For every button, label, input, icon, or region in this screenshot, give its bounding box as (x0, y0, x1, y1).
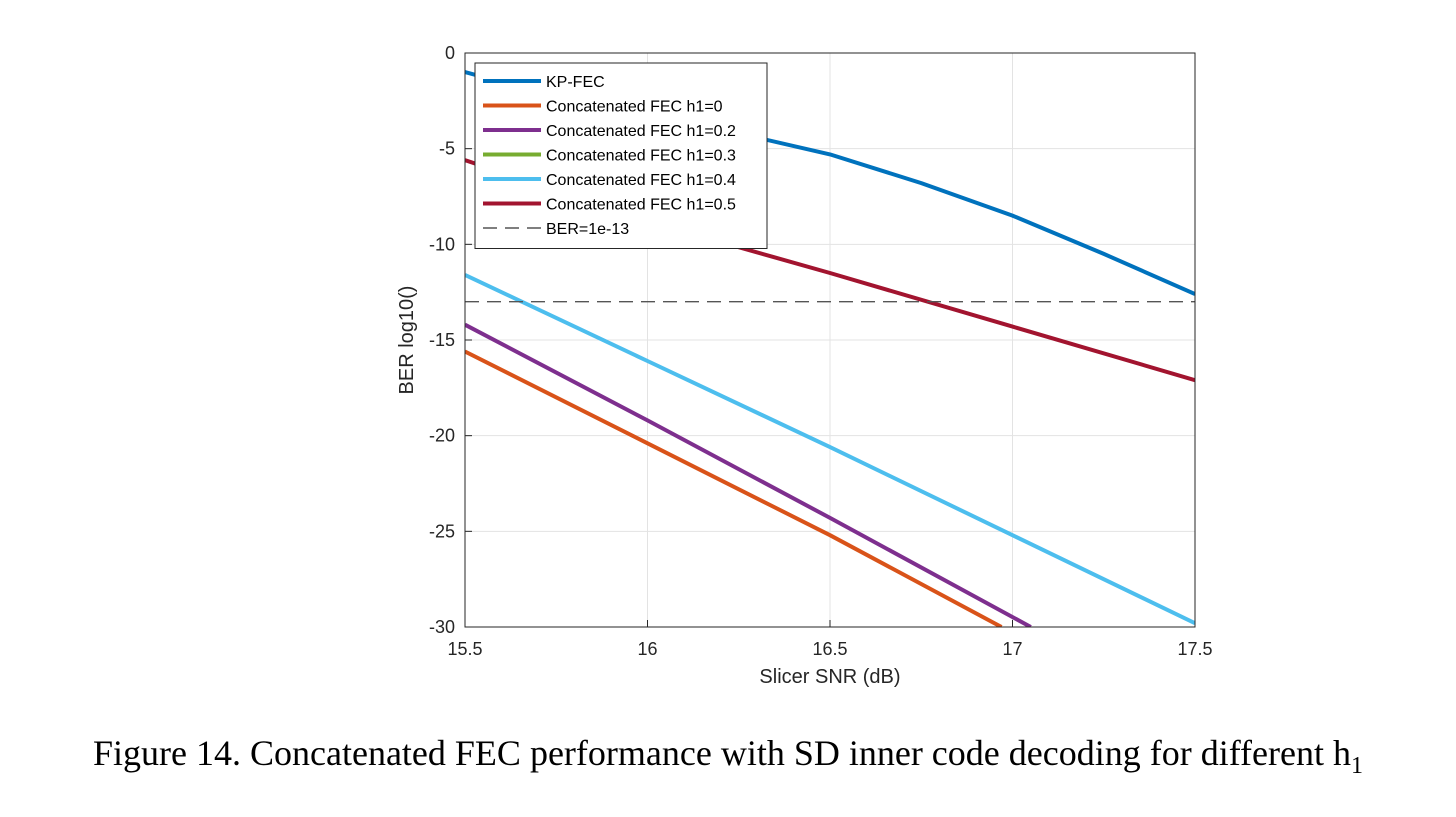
series-line-2 (465, 322, 1032, 627)
caption-text: Figure 14. Concatenated FEC performance … (93, 733, 1351, 773)
y-tick-label: -25 (429, 521, 455, 541)
figure-caption: Figure 14. Concatenated FEC performance … (0, 732, 1456, 780)
y-tick-label: -20 (429, 426, 455, 446)
x-tick-label: 16 (637, 639, 657, 659)
legend-label: Concatenated FEC h1=0 (546, 99, 723, 116)
x-axis-label: Slicer SNR (dB) (759, 666, 900, 688)
y-tick-label: -15 (429, 330, 455, 350)
legend: KP-FEC Concatenated FEC h1=0 Concatenated … (474, 62, 768, 249)
ber-chart: 15.5 16 16.5 17 17.5 0 -5 -10 -15 -20 -25 -30 Slice… (396, 43, 1213, 688)
series-line-1 (465, 349, 1003, 627)
y-tick-label: -10 (429, 234, 455, 254)
legend-label: Concatenated FEC h1=0.3 (546, 148, 736, 165)
legend-label: BER=1e-13 (546, 221, 629, 238)
x-tick-label: 17 (1002, 639, 1022, 659)
y-tick-label: -30 (429, 617, 455, 637)
legend-label: KP-FEC (546, 74, 605, 91)
y-tick-label: 0 (445, 43, 455, 63)
y-axis-label: BER log10() (396, 286, 418, 395)
series-line-4 (465, 273, 1195, 626)
axis-ticks: 15.5 16 16.5 17 17.5 0 -5 -10 -15 -20 -25 -30 (429, 43, 1213, 659)
x-tick-label: 16.5 (812, 639, 847, 659)
legend-label: Concatenated FEC h1=0.5 (546, 197, 736, 214)
x-tick-label: 15.5 (447, 639, 482, 659)
x-tick-label: 17.5 (1177, 639, 1212, 659)
caption-subscript: 1 (1350, 753, 1363, 780)
legend-label: Concatenated FEC h1=0.2 (546, 123, 736, 140)
legend-label: Concatenated FEC h1=0.4 (546, 172, 736, 189)
y-tick-label: -5 (439, 139, 455, 159)
